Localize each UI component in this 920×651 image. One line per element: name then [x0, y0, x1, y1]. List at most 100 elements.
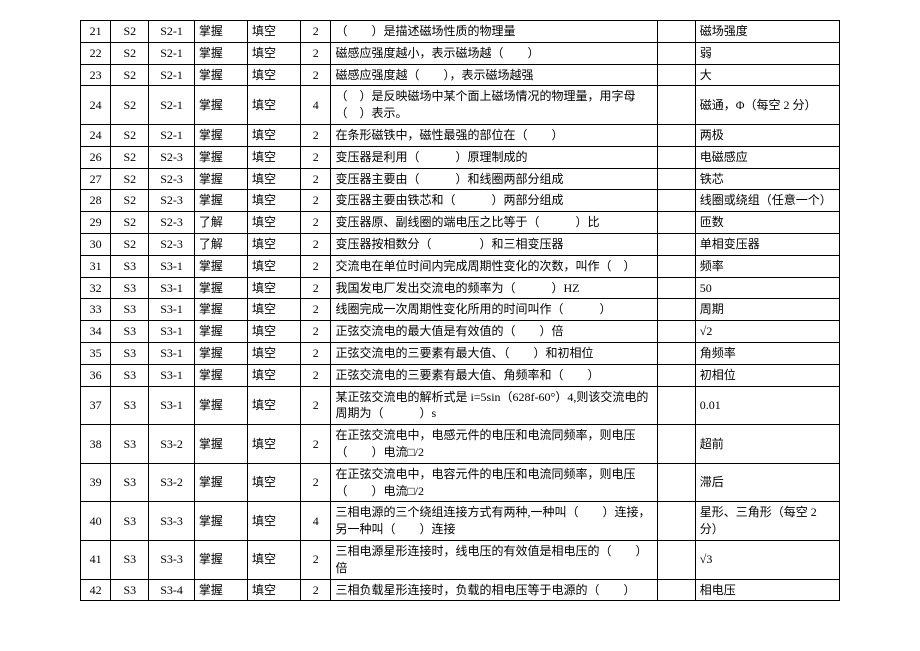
- s-cell: S2: [111, 124, 149, 146]
- seq-cell: 42: [81, 579, 111, 601]
- type-cell: 填空: [247, 64, 300, 86]
- blank-cell: [657, 321, 695, 343]
- level-cell: 掌握: [194, 21, 247, 43]
- question-table: 21S2S2-1掌握填空2（ ）是描述磁场性质的物理量磁场强度22S2S2-1掌…: [80, 20, 840, 601]
- s-cell: S3: [111, 255, 149, 277]
- level-cell: 掌握: [194, 321, 247, 343]
- question-cell: 交流电在单位时间内完成周期性变化的次数，叫作（ ）: [331, 255, 657, 277]
- points-cell: 2: [301, 233, 331, 255]
- points-cell: 4: [301, 86, 331, 125]
- question-cell: 正弦交流电的三要素有最大值、角频率和（ ）: [331, 364, 657, 386]
- blank-cell: [657, 233, 695, 255]
- points-cell: 2: [301, 579, 331, 601]
- points-cell: 2: [301, 146, 331, 168]
- points-cell: 4: [301, 502, 331, 541]
- type-cell: 填空: [247, 321, 300, 343]
- level-cell: 了解: [194, 212, 247, 234]
- question-cell: 在正弦交流电中，电容元件的电压和电流同频率，则电压（ ）电流□/2: [331, 463, 657, 502]
- points-cell: 2: [301, 540, 331, 579]
- sub-cell: S2-3: [149, 233, 195, 255]
- seq-cell: 35: [81, 342, 111, 364]
- blank-cell: [657, 124, 695, 146]
- blank-cell: [657, 342, 695, 364]
- s-cell: S3: [111, 425, 149, 464]
- table-row: 29S2S2-3了解填空2变压器原、副线圈的端电压之比等于（ ）比匝数: [81, 212, 840, 234]
- answer-cell: √2: [695, 321, 839, 343]
- s-cell: S3: [111, 277, 149, 299]
- level-cell: 掌握: [194, 299, 247, 321]
- question-cell: 某正弦交流电的解析式是 i=5sin（628f-60°）4,则该交流电的周期为（…: [331, 386, 657, 425]
- answer-cell: 超前: [695, 425, 839, 464]
- level-cell: 掌握: [194, 190, 247, 212]
- level-cell: 掌握: [194, 86, 247, 125]
- seq-cell: 40: [81, 502, 111, 541]
- table-row: 27S2S2-3掌握填空2变压器主要由（ ）和线圈两部分组成铁芯: [81, 168, 840, 190]
- table-row: 42S3S3-4掌握填空2三相负载星形连接时，负载的相电压等于电源的（ ）相电压: [81, 579, 840, 601]
- sub-cell: S3-3: [149, 540, 195, 579]
- question-cell: 变压器按相数分（ ）和三相变压器: [331, 233, 657, 255]
- table-row: 37S3S3-1掌握填空2某正弦交流电的解析式是 i=5sin（628f-60°…: [81, 386, 840, 425]
- sub-cell: S3-1: [149, 255, 195, 277]
- s-cell: S3: [111, 502, 149, 541]
- blank-cell: [657, 168, 695, 190]
- answer-cell: 角频率: [695, 342, 839, 364]
- seq-cell: 38: [81, 425, 111, 464]
- points-cell: 2: [301, 64, 331, 86]
- question-cell: 在正弦交流电中，电感元件的电压和电流同频率，则电压（ ）电流□/2: [331, 425, 657, 464]
- type-cell: 填空: [247, 342, 300, 364]
- sub-cell: S2-1: [149, 64, 195, 86]
- question-cell: 线圈完成一次周期性变化所用的时间叫作（ ）: [331, 299, 657, 321]
- points-cell: 2: [301, 21, 331, 43]
- answer-cell: 0.01: [695, 386, 839, 425]
- blank-cell: [657, 277, 695, 299]
- s-cell: S3: [111, 299, 149, 321]
- sub-cell: S3-3: [149, 502, 195, 541]
- points-cell: 2: [301, 168, 331, 190]
- sub-cell: S3-4: [149, 579, 195, 601]
- answer-cell: 大: [695, 64, 839, 86]
- type-cell: 填空: [247, 579, 300, 601]
- sub-cell: S2-1: [149, 42, 195, 64]
- level-cell: 掌握: [194, 42, 247, 64]
- seq-cell: 23: [81, 64, 111, 86]
- sub-cell: S2-1: [149, 86, 195, 125]
- level-cell: 掌握: [194, 540, 247, 579]
- s-cell: S3: [111, 463, 149, 502]
- points-cell: 2: [301, 321, 331, 343]
- question-cell: （ ）是描述磁场性质的物理量: [331, 21, 657, 43]
- type-cell: 填空: [247, 212, 300, 234]
- type-cell: 填空: [247, 386, 300, 425]
- seq-cell: 32: [81, 277, 111, 299]
- answer-cell: 磁场强度: [695, 21, 839, 43]
- answer-cell: 滞后: [695, 463, 839, 502]
- blank-cell: [657, 86, 695, 125]
- sub-cell: S3-1: [149, 342, 195, 364]
- seq-cell: 31: [81, 255, 111, 277]
- blank-cell: [657, 502, 695, 541]
- level-cell: 掌握: [194, 463, 247, 502]
- type-cell: 填空: [247, 255, 300, 277]
- type-cell: 填空: [247, 299, 300, 321]
- blank-cell: [657, 146, 695, 168]
- sub-cell: S2-3: [149, 190, 195, 212]
- type-cell: 填空: [247, 502, 300, 541]
- table-row: 35S3S3-1掌握填空2正弦交流电的三要素有最大值、（ ）和初相位角频率: [81, 342, 840, 364]
- question-cell: 磁感应强度越（ ），表示磁场越强: [331, 64, 657, 86]
- sub-cell: S3-2: [149, 463, 195, 502]
- s-cell: S2: [111, 190, 149, 212]
- table-row: 31S3S3-1掌握填空2交流电在单位时间内完成周期性变化的次数，叫作（ ）频率: [81, 255, 840, 277]
- blank-cell: [657, 579, 695, 601]
- type-cell: 填空: [247, 540, 300, 579]
- question-cell: 磁感应强度越小，表示磁场越（ ）: [331, 42, 657, 64]
- answer-cell: 初相位: [695, 364, 839, 386]
- s-cell: S2: [111, 168, 149, 190]
- blank-cell: [657, 540, 695, 579]
- type-cell: 填空: [247, 463, 300, 502]
- s-cell: S3: [111, 579, 149, 601]
- s-cell: S2: [111, 233, 149, 255]
- question-cell: 变压器主要由铁芯和（ ）两部分组成: [331, 190, 657, 212]
- type-cell: 填空: [247, 146, 300, 168]
- seq-cell: 36: [81, 364, 111, 386]
- blank-cell: [657, 212, 695, 234]
- s-cell: S3: [111, 342, 149, 364]
